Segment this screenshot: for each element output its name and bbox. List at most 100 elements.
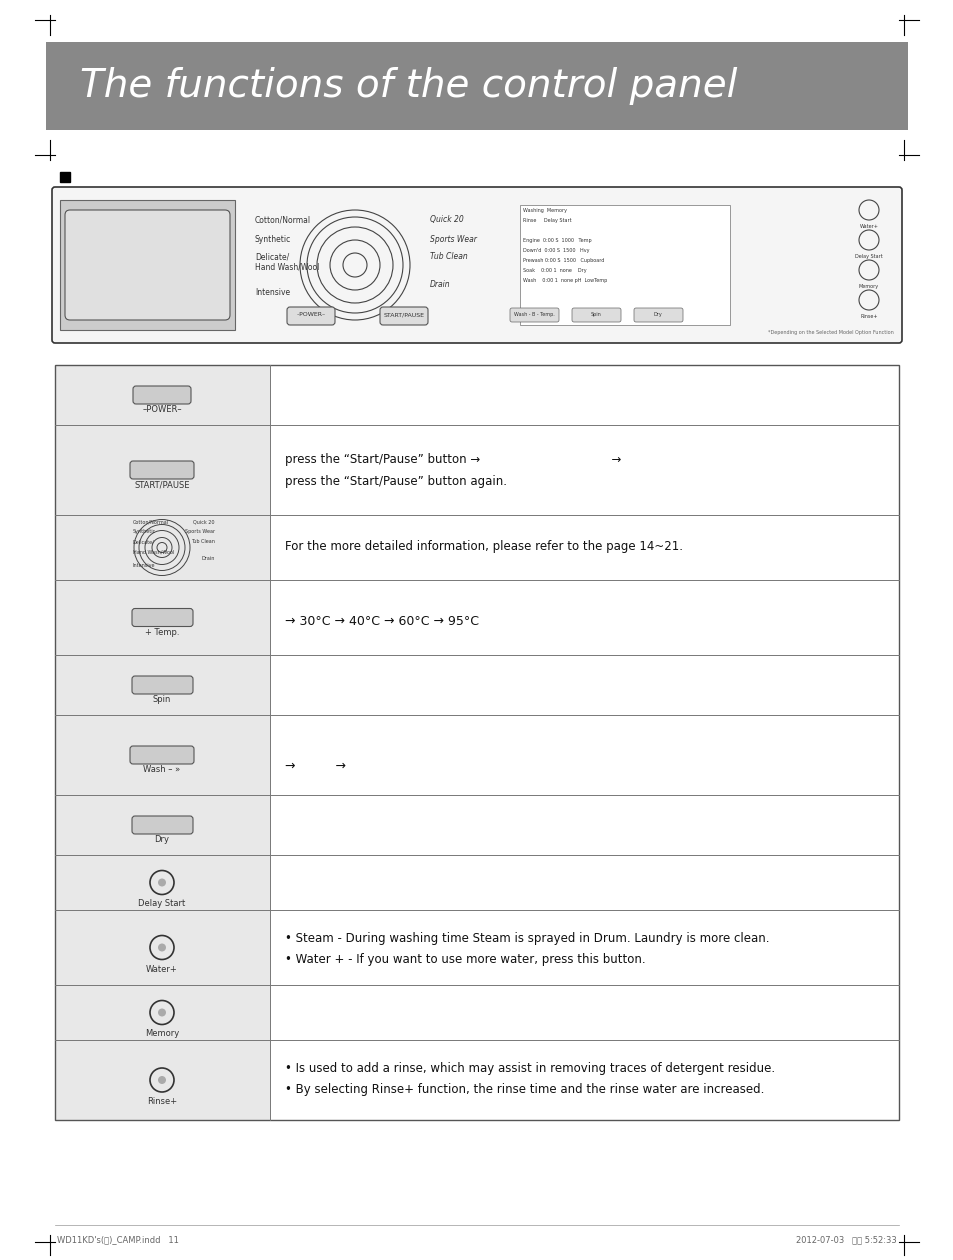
FancyBboxPatch shape — [132, 677, 193, 694]
Text: • Steam - During washing time Steam is sprayed in Drum. Laundry is more clean.: • Steam - During washing time Steam is s… — [285, 932, 769, 945]
Text: Water+: Water+ — [146, 964, 177, 974]
Bar — [270, 365, 898, 425]
Text: Delicate/: Delicate/ — [132, 539, 154, 544]
Text: Synthetic: Synthetic — [254, 236, 291, 244]
Bar — [270, 795, 898, 856]
Text: →          →: → → — [285, 760, 346, 772]
Text: Cotton/Normal: Cotton/Normal — [132, 519, 169, 524]
Text: For the more detailed information, please refer to the page 14~21.: For the more detailed information, pleas… — [285, 541, 682, 553]
Text: Wash - B - Temp.: Wash - B - Temp. — [513, 312, 554, 318]
Circle shape — [158, 878, 166, 887]
Bar — [270, 515, 898, 580]
Polygon shape — [60, 173, 70, 181]
Text: press the “Start/Pause” button again.: press the “Start/Pause” button again. — [285, 475, 506, 488]
Bar — [270, 856, 898, 910]
Text: Drain: Drain — [201, 556, 214, 561]
FancyBboxPatch shape — [379, 307, 428, 325]
Bar — [270, 425, 898, 515]
FancyBboxPatch shape — [287, 307, 335, 325]
Text: Synthetic: Synthetic — [132, 529, 156, 534]
Text: Prewash 0:00 S  1500   Cupboard: Prewash 0:00 S 1500 Cupboard — [522, 258, 604, 263]
Text: press the “Start/Pause” button →                                   →: press the “Start/Pause” button → → — [285, 454, 620, 466]
Text: START/PAUSE: START/PAUSE — [134, 480, 190, 489]
Bar — [270, 714, 898, 795]
Text: –POWER–: –POWER– — [142, 404, 182, 415]
Text: Hand Wash/Wool: Hand Wash/Wool — [254, 262, 319, 271]
Text: Tub Clean: Tub Clean — [430, 252, 467, 261]
Bar — [55, 910, 270, 985]
Text: Memory: Memory — [858, 284, 878, 289]
Text: Engine  0:00 S  1000   Temp: Engine 0:00 S 1000 Temp — [522, 238, 591, 243]
Bar — [55, 1040, 270, 1120]
FancyBboxPatch shape — [132, 816, 193, 834]
Circle shape — [158, 1076, 166, 1084]
Bar — [55, 985, 270, 1040]
Text: Washing  Memory: Washing Memory — [522, 208, 566, 213]
Text: Dry: Dry — [653, 312, 661, 318]
Bar — [46, 42, 907, 130]
FancyBboxPatch shape — [634, 307, 682, 323]
Text: Cotton/Normal: Cotton/Normal — [254, 215, 311, 224]
Text: Delicate/: Delicate/ — [254, 252, 289, 261]
Bar — [55, 365, 270, 425]
Text: Wash – »: Wash – » — [143, 765, 180, 774]
Text: –POWER–: –POWER– — [296, 312, 325, 318]
Text: → 30°C → 40°C → 60°C → 95°C: → 30°C → 40°C → 60°C → 95°C — [285, 615, 478, 627]
Bar — [270, 910, 898, 985]
Text: Dry: Dry — [154, 835, 170, 844]
Bar — [60, 200, 234, 330]
Text: *Depending on the Selected Model Option Function: *Depending on the Selected Model Option … — [767, 330, 893, 335]
Bar — [55, 515, 270, 580]
Bar — [55, 655, 270, 714]
Text: START/PAUSE: START/PAUSE — [383, 312, 424, 318]
Text: Hand Wash/Wool: Hand Wash/Wool — [132, 549, 174, 554]
FancyBboxPatch shape — [130, 746, 193, 764]
Circle shape — [158, 1008, 166, 1017]
Bar — [55, 714, 270, 795]
Bar — [55, 365, 898, 1120]
Text: Intensive: Intensive — [132, 563, 155, 568]
Text: Rinse     Delay Start: Rinse Delay Start — [522, 218, 571, 223]
Text: Water+: Water+ — [859, 224, 878, 229]
Bar — [55, 856, 270, 910]
Text: • By selecting Rinse+ function, the rinse time and the rinse water are increased: • By selecting Rinse+ function, the rins… — [285, 1084, 763, 1096]
Bar — [55, 425, 270, 515]
Text: Wash    0:00 1  none pH  LowTemp: Wash 0:00 1 none pH LowTemp — [522, 278, 607, 284]
Bar — [55, 795, 270, 856]
Text: The functions of the control panel: The functions of the control panel — [80, 67, 737, 105]
Text: + Temp.: + Temp. — [145, 627, 179, 636]
Bar — [270, 1040, 898, 1120]
Text: Sports Wear: Sports Wear — [430, 236, 476, 244]
Text: Rinse+: Rinse+ — [860, 314, 877, 319]
FancyBboxPatch shape — [52, 186, 901, 343]
FancyBboxPatch shape — [130, 461, 193, 479]
Bar — [270, 985, 898, 1040]
Text: Quick 20: Quick 20 — [193, 519, 214, 524]
Text: Rinse+: Rinse+ — [147, 1097, 177, 1106]
Text: 2012-07-03   오후 5:52:33: 2012-07-03 오후 5:52:33 — [796, 1235, 896, 1244]
Circle shape — [158, 944, 166, 951]
Text: Quick 20: Quick 20 — [430, 215, 463, 224]
Text: Delay Start: Delay Start — [138, 900, 186, 908]
Text: • Water + - If you want to use more water, press this button.: • Water + - If you want to use more wate… — [285, 953, 645, 966]
Text: Tub Clean: Tub Clean — [191, 539, 214, 544]
Bar — [270, 580, 898, 655]
Text: Memory: Memory — [145, 1029, 179, 1038]
Text: Soak    0:00 1  none    Dry: Soak 0:00 1 none Dry — [522, 268, 586, 273]
Text: Spin: Spin — [152, 696, 171, 704]
Text: Drain: Drain — [430, 280, 450, 289]
Text: Delay Start: Delay Start — [854, 255, 882, 260]
Text: WD11KD's(영)_CAMP.indd   11: WD11KD's(영)_CAMP.indd 11 — [57, 1235, 179, 1244]
FancyBboxPatch shape — [510, 307, 558, 323]
Text: • Is used to add a rinse, which may assist in removing traces of detergent resid: • Is used to add a rinse, which may assi… — [285, 1062, 774, 1075]
Text: Sports Wear: Sports Wear — [185, 529, 214, 534]
FancyBboxPatch shape — [132, 386, 191, 404]
Text: Spin: Spin — [590, 312, 600, 318]
Text: Down'd  0:00 S  1500   Hvy: Down'd 0:00 S 1500 Hvy — [522, 248, 589, 253]
FancyBboxPatch shape — [572, 307, 620, 323]
Text: Intensive: Intensive — [254, 289, 290, 297]
FancyBboxPatch shape — [132, 609, 193, 626]
Bar — [55, 580, 270, 655]
Bar — [270, 655, 898, 714]
FancyBboxPatch shape — [65, 210, 230, 320]
